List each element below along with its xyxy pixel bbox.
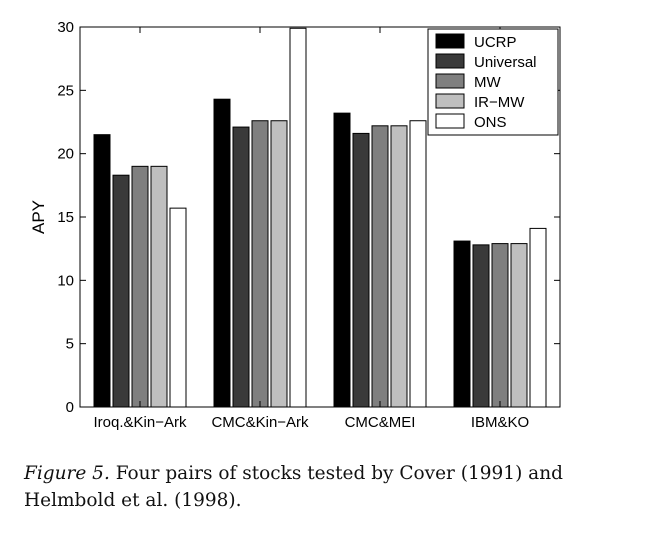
caption-text: Four pairs of stocks tested by Cover (19… [24, 463, 563, 511]
legend-entry-label: Universal [474, 54, 537, 71]
x-axis: Iroq.&Kin−Ark CMC&Kin−Ark CMC&MEI IBM&KO [94, 27, 529, 431]
bars-group [93, 27, 547, 408]
legend-swatch [435, 33, 465, 49]
figure-label: Figure 5. [24, 463, 110, 484]
bar-ucrp-2 [213, 98, 231, 408]
bar-ir-mw-3 [390, 125, 408, 408]
x-tick-label: CMC&Kin−Ark [211, 414, 309, 431]
bar-ucrp-1 [93, 134, 111, 408]
y-tick-label: 5 [66, 336, 74, 353]
figure-caption: Figure 5. Four pairs of stocks tested by… [24, 460, 624, 514]
y-tick-label: 25 [57, 82, 74, 99]
bar-ons-4 [529, 227, 547, 408]
y-tick-label: 15 [57, 209, 74, 226]
legend-entry-label: ONS [474, 114, 507, 131]
bar-mw-1 [131, 165, 149, 408]
bar-ons-3 [409, 120, 427, 408]
bar-mw-4 [491, 243, 509, 408]
legend-entry-label: IR−MW [474, 94, 525, 111]
bar-universal-4 [472, 244, 490, 408]
x-tick-label: IBM&KO [471, 414, 529, 431]
legend-swatch [435, 113, 465, 129]
bar-ir-mw-1 [150, 165, 168, 408]
bar-ir-mw-2 [270, 120, 288, 408]
bar-ons-2 [289, 27, 307, 408]
bar-ucrp-3 [333, 112, 351, 408]
y-tick-label: 0 [66, 399, 74, 416]
bar-ir-mw-4 [510, 243, 528, 408]
y-axis-label: APY [29, 200, 48, 234]
y-axis: 0 5 10 15 20 25 30 [57, 19, 560, 416]
legend-swatch [435, 73, 465, 89]
bar-universal-3 [352, 132, 370, 408]
y-tick-label: 30 [57, 19, 74, 36]
bar-universal-1 [112, 174, 130, 408]
legend-swatch [435, 53, 465, 69]
x-tick-label: Iroq.&Kin−Ark [94, 414, 187, 431]
legend-entry-label: UCRP [474, 34, 517, 51]
legend: UCRP Universal MW IR−MW ONS [427, 28, 559, 136]
legend-entry-label: MW [474, 74, 501, 91]
x-tick-label: CMC&MEI [345, 414, 416, 431]
bar-universal-2 [232, 126, 250, 408]
bar-mw-2 [251, 120, 269, 408]
bar-mw-3 [371, 125, 389, 408]
bar-ucrp-4 [453, 240, 471, 408]
bar-chart: 0 5 10 15 20 25 30 Iroq.&Kin−Ark CMC&Kin−Ark CMC… [29, 19, 561, 431]
bar-ons-1 [169, 207, 187, 408]
y-tick-label: 10 [57, 272, 74, 289]
y-tick-label: 20 [57, 146, 74, 163]
legend-swatch [435, 93, 465, 109]
